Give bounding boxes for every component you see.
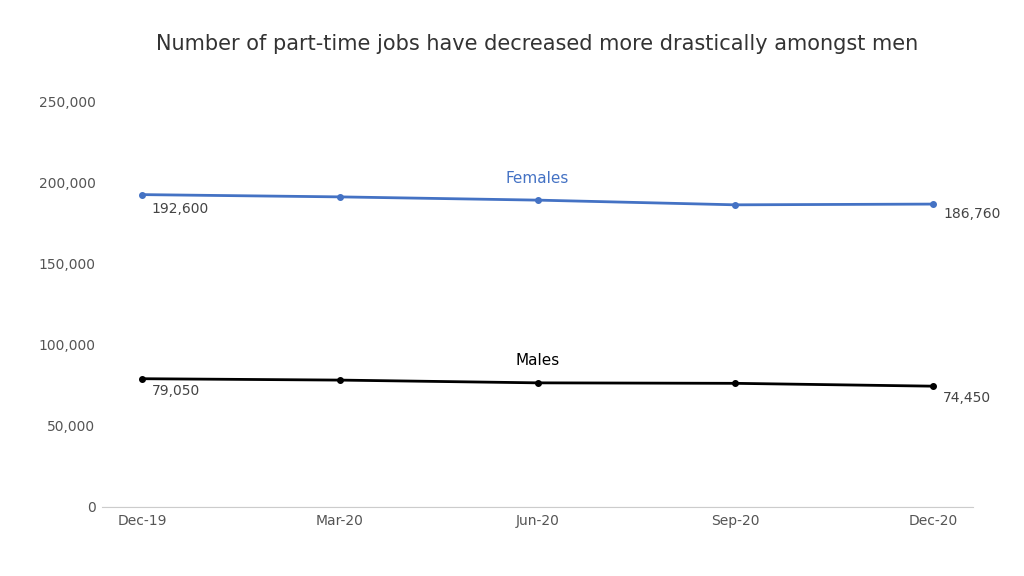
Text: Females: Females: [506, 170, 569, 185]
Text: 74,450: 74,450: [943, 391, 991, 405]
Text: 192,600: 192,600: [152, 202, 209, 216]
Text: 186,760: 186,760: [943, 207, 1000, 221]
Text: 79,050: 79,050: [152, 384, 200, 397]
Title: Number of part-time jobs have decreased more drastically amongst men: Number of part-time jobs have decreased …: [157, 33, 919, 54]
Text: Males: Males: [515, 353, 560, 368]
